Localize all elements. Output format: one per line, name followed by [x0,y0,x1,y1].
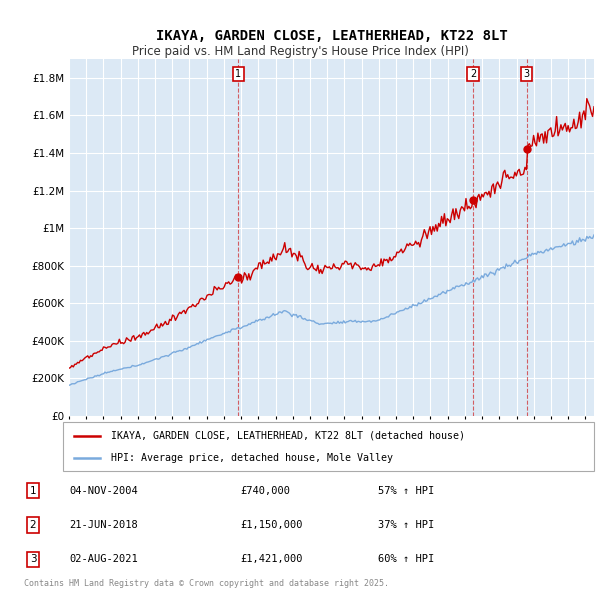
Text: 21-JUN-2018: 21-JUN-2018 [69,520,138,530]
Text: 3: 3 [523,69,530,79]
Text: 04-NOV-2004: 04-NOV-2004 [69,486,138,496]
Text: Contains HM Land Registry data © Crown copyright and database right 2025.
This d: Contains HM Land Registry data © Crown c… [24,579,389,590]
Title: IKAYA, GARDEN CLOSE, LEATHERHEAD, KT22 8LT: IKAYA, GARDEN CLOSE, LEATHERHEAD, KT22 8… [155,28,508,42]
Text: 3: 3 [29,555,37,564]
Text: Price paid vs. HM Land Registry's House Price Index (HPI): Price paid vs. HM Land Registry's House … [131,45,469,58]
Text: 2: 2 [29,520,37,530]
Text: 37% ↑ HPI: 37% ↑ HPI [378,520,434,530]
Text: £1,421,000: £1,421,000 [240,555,302,564]
Text: IKAYA, GARDEN CLOSE, LEATHERHEAD, KT22 8LT (detached house): IKAYA, GARDEN CLOSE, LEATHERHEAD, KT22 8… [111,431,465,441]
Text: £740,000: £740,000 [240,486,290,496]
Text: 2: 2 [470,69,476,79]
Text: 1: 1 [29,486,37,496]
Text: £1,150,000: £1,150,000 [240,520,302,530]
Text: 1: 1 [235,69,241,79]
Text: 02-AUG-2021: 02-AUG-2021 [69,555,138,564]
Text: HPI: Average price, detached house, Mole Valley: HPI: Average price, detached house, Mole… [111,453,393,463]
Text: 60% ↑ HPI: 60% ↑ HPI [378,555,434,564]
Text: 57% ↑ HPI: 57% ↑ HPI [378,486,434,496]
